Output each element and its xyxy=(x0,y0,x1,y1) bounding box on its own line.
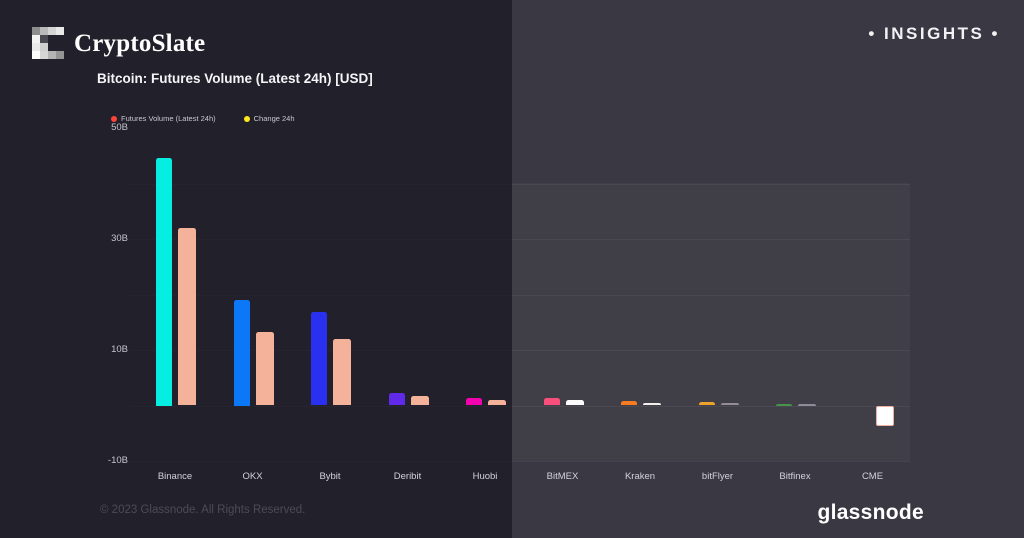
x-label-kraken: Kraken xyxy=(624,471,656,482)
bar-change-bitmex xyxy=(565,400,584,406)
bar-change-bitfinex xyxy=(798,403,816,406)
bar-volume-kraken xyxy=(621,401,637,406)
bar-volume-okx xyxy=(233,299,250,406)
x-label-cme: CME xyxy=(861,471,884,482)
bar-change-binance xyxy=(178,227,196,406)
x-label-binance: Binance xyxy=(157,471,193,482)
logo-cell xyxy=(40,35,48,43)
logo-cell xyxy=(56,27,64,35)
dark-left-panel xyxy=(0,0,512,538)
bar-change-kraken xyxy=(643,402,661,406)
change-legend-dot-icon xyxy=(243,115,250,122)
gridline--10b xyxy=(130,461,512,462)
bar-change-deribit xyxy=(410,396,429,406)
bar-change-bybit xyxy=(333,338,351,406)
plot-area-shade xyxy=(512,183,910,461)
x-label-bybit: Bybit xyxy=(319,471,341,482)
glassnode-wordmark: glassnode xyxy=(817,501,924,524)
x-label-okx: OKX xyxy=(242,471,263,482)
gridline-40b xyxy=(130,184,512,185)
logo-cell xyxy=(48,51,56,59)
y-tick-10b: 10B xyxy=(111,344,128,355)
gridline-10b xyxy=(512,350,910,351)
light-right-panel xyxy=(512,0,1024,538)
gridline-30b xyxy=(512,239,910,240)
y-tick-30b: 30B xyxy=(111,233,128,244)
logo-cell xyxy=(48,35,56,43)
logo-cell xyxy=(32,27,40,35)
chart-legend: Futures Volume (Latest 24h) Change 24h xyxy=(111,114,295,123)
logo-cell xyxy=(48,43,56,51)
cryptoslate-logo-icon xyxy=(32,27,64,59)
logo-cell xyxy=(32,35,40,43)
logo-cell xyxy=(32,51,40,59)
legend-item-volume: Futures Volume (Latest 24h) xyxy=(111,114,216,123)
logo-cell xyxy=(56,51,64,59)
chart-title: Bitcoin: Futures Volume (Latest 24h) [US… xyxy=(97,71,373,86)
bar-change-okx xyxy=(255,331,274,406)
logo-cell xyxy=(40,43,48,51)
copyright-text: © 2023 Glassnode. All Rights Reserved. xyxy=(100,504,306,516)
bar-change-huobi xyxy=(488,399,506,406)
bar-volume-huobi xyxy=(466,397,482,406)
gridline-20b xyxy=(512,294,910,296)
gridline-40b xyxy=(512,183,910,185)
logo-cell xyxy=(48,27,56,35)
logo-cell xyxy=(40,27,48,35)
y-tick--10b: -10B xyxy=(107,455,128,466)
bar-volume-bitmex xyxy=(543,397,560,406)
insights-label: • INSIGHTS • xyxy=(868,24,1000,43)
logo-cell xyxy=(40,51,48,59)
logo-cell xyxy=(32,43,40,51)
x-label-huobi: Huobi xyxy=(472,471,498,482)
gridline-0b xyxy=(512,405,910,407)
x-label-bitmex: BitMEX xyxy=(546,471,579,482)
cryptoslate-brand: CryptoSlate xyxy=(74,30,206,57)
x-label-bitflyer: bitFlyer xyxy=(701,471,734,482)
bar-change-bitflyer xyxy=(720,403,739,406)
bar-volume-binance xyxy=(156,158,172,406)
bar-volume-bitflyer xyxy=(698,402,715,406)
bar-volume-bitfinex xyxy=(776,403,792,406)
logo-cell xyxy=(56,43,64,51)
volume-legend-dot-icon xyxy=(111,115,117,122)
legend-volume-label: Futures Volume (Latest 24h) xyxy=(121,114,216,123)
y-tick-50b: 50B xyxy=(111,122,128,133)
gridline--10b xyxy=(512,461,910,462)
legend-item-change: Change 24h xyxy=(243,114,295,123)
legend-change-label: Change 24h xyxy=(253,114,295,123)
bar-change-cme xyxy=(875,405,894,426)
gridline-0b xyxy=(130,406,512,407)
x-label-deribit: Deribit xyxy=(393,471,422,482)
bar-volume-bybit xyxy=(311,312,327,406)
bar-volume-deribit xyxy=(388,393,405,406)
logo-cell xyxy=(56,35,64,43)
x-label-bitfinex: Bitfinex xyxy=(779,471,811,482)
